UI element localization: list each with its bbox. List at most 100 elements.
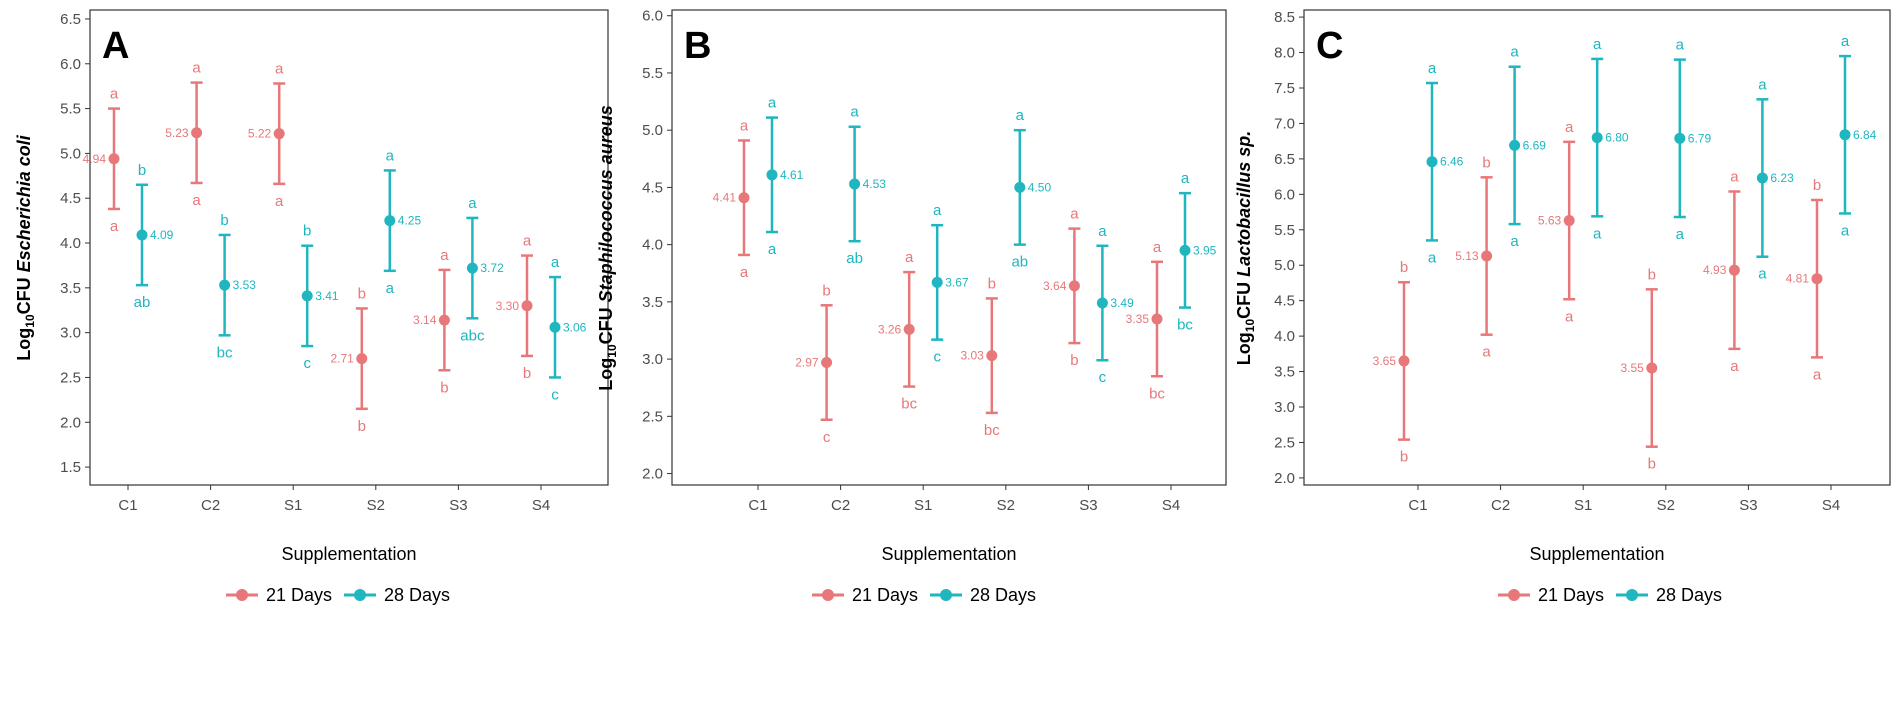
y-tick-label-c: 5.5: [1274, 222, 1295, 239]
point-28d-b: [849, 178, 861, 190]
sig-lower-21d-c: b: [1400, 449, 1408, 466]
x-tick-label-c: S4: [1822, 497, 1840, 514]
value-label-21d-c: 5.13: [1455, 249, 1479, 263]
x-axis-title-c: Supplementation: [1529, 544, 1664, 564]
point-28d-c: [1426, 156, 1438, 168]
y-tick-label-a: 3.0: [60, 325, 81, 342]
sig-upper-21d-a: a: [192, 60, 201, 77]
point-21d-c: [1811, 273, 1823, 285]
sig-lower-21d-c: a: [1565, 308, 1574, 325]
value-label-28d-b: 3.49: [1110, 296, 1134, 310]
ylabel-sub-c: 10: [1243, 319, 1257, 333]
y-tick-label-c: 2.5: [1274, 434, 1295, 451]
sig-lower-21d-c: a: [1813, 366, 1822, 383]
value-label-28d-a: 3.41: [315, 289, 339, 303]
sig-upper-28d-c: a: [1428, 60, 1437, 77]
point-21d-b: [1068, 280, 1080, 292]
value-label-21d-a: 3.30: [496, 299, 520, 313]
y-tick-label-b: 3.0: [642, 351, 663, 368]
x-axis-title-b: Supplementation: [881, 544, 1016, 564]
value-label-28d-c: 6.23: [1770, 171, 1794, 185]
sig-upper-28d-c: a: [1676, 37, 1685, 54]
sig-lower-21d-a: a: [110, 218, 119, 235]
sig-upper-28d-b: a: [933, 202, 942, 219]
ylabel-sub-b: 10: [605, 344, 619, 358]
value-label-21d-c: 4.81: [1786, 272, 1810, 286]
legend-21-dot-a: [236, 589, 248, 601]
sig-upper-28d-b: a: [850, 104, 859, 121]
value-label-21d-b: 3.64: [1043, 279, 1067, 293]
x-tick-label-b: C1: [748, 497, 767, 514]
x-tick-label-b: C2: [831, 497, 850, 514]
sig-lower-21d-c: a: [1482, 344, 1491, 361]
value-label-28d-b: 4.61: [780, 168, 804, 182]
x-tick-label-a: S2: [367, 497, 385, 514]
y-tick-label-c: 7.0: [1274, 115, 1295, 132]
point-28d-c: [1674, 132, 1686, 144]
ylabel-species-c: Lactobacillus sp.: [1234, 131, 1254, 277]
y-tick-label-b: 5.0: [642, 122, 663, 139]
sig-lower-21d-b: bc: [901, 396, 917, 413]
sig-upper-28d-c: a: [1841, 33, 1850, 50]
point-28d-b: [1179, 244, 1191, 256]
y-tick-label-b: 5.5: [642, 65, 663, 82]
sig-upper-28d-b: a: [1098, 223, 1107, 240]
sig-upper-21d-b: b: [822, 282, 830, 299]
sig-upper-21d-c: a: [1565, 119, 1574, 136]
y-tick-label-a: 5.0: [60, 145, 81, 162]
point-28d-a: [219, 279, 231, 291]
value-label-21d-b: 3.03: [960, 349, 984, 363]
value-label-28d-a: 3.72: [480, 261, 504, 275]
x-tick-label-c: S2: [1657, 497, 1675, 514]
sig-lower-21d-a: a: [192, 192, 201, 209]
value-label-21d-c: 3.55: [1620, 361, 1644, 375]
y-tick-label-c: 4.5: [1274, 293, 1295, 310]
y-tick-label-a: 2.0: [60, 414, 81, 431]
panel-c: C Log10CFU Lactobacillus sp. Supplementa…: [1234, 9, 1891, 605]
sig-lower-21d-c: b: [1648, 456, 1656, 473]
y-axis-title-c: Log10CFU Lactobacillus sp.: [1234, 131, 1257, 365]
x-tick-label-a: S4: [532, 497, 550, 514]
point-21d-c: [1481, 250, 1493, 262]
point-28d-a: [301, 290, 313, 302]
sig-lower-28d-c: a: [1841, 222, 1850, 239]
x-tick-label-a: C2: [201, 497, 220, 514]
legend-b: 21 Days 28 Days: [812, 585, 1036, 605]
ylabel-prefix-a: Log: [14, 328, 34, 361]
sig-upper-28d-a: b: [303, 223, 311, 240]
sig-upper-21d-a: a: [275, 60, 284, 77]
panel-letter-a: A: [102, 25, 129, 67]
value-label-28d-c: 6.80: [1605, 131, 1629, 145]
legend-c: 21 Days 28 Days: [1498, 585, 1722, 605]
sig-upper-28d-a: a: [551, 254, 560, 271]
point-21d-a: [191, 127, 203, 139]
value-label-21d-b: 3.26: [878, 322, 902, 336]
y-axis-title-a: Log10CFU Escherichia coli: [14, 134, 37, 360]
sig-lower-28d-a: c: [551, 386, 559, 403]
legend-21-label-a: 21 Days: [266, 585, 332, 605]
point-28d-c: [1591, 132, 1603, 144]
y-tick-label-c: 4.0: [1274, 328, 1295, 345]
sig-lower-28d-b: bc: [1177, 317, 1193, 334]
y-tick-label-c: 6.0: [1274, 186, 1295, 203]
sig-lower-21d-b: bc: [984, 422, 1000, 439]
point-28d-c: [1756, 172, 1768, 184]
y-tick-label-c: 8.5: [1274, 9, 1295, 26]
x-tick-label-a: S1: [284, 497, 302, 514]
sig-upper-28d-a: b: [220, 212, 228, 229]
x-tick-label-c: C2: [1491, 497, 1510, 514]
point-21d-c: [1398, 355, 1410, 367]
plot-area-c: 2.0 2.5 3.0 3.5 4.0 4.5 5.0 5.5 6.0 6.5 7.0 7.5 8.0 8…: [1274, 9, 1877, 514]
legend-28-dot-a: [354, 589, 366, 601]
x-tick-label-c: S3: [1739, 497, 1757, 514]
legend-21-label-b: 21 Days: [852, 585, 918, 605]
panel-a: A Log10CFU Escherichia coli Supplementat…: [14, 9, 609, 605]
y-tick-label-b: 2.0: [642, 466, 663, 483]
ylabel-prefix-b: Log: [596, 358, 616, 391]
sig-upper-28d-b: a: [1181, 170, 1190, 187]
sig-lower-28d-b: ab: [846, 250, 863, 267]
sig-lower-28d-b: c: [1099, 369, 1107, 386]
point-21d-a: [108, 153, 120, 165]
y-tick-label-a: 4.0: [60, 235, 81, 252]
sig-upper-21d-c: a: [1730, 168, 1739, 185]
